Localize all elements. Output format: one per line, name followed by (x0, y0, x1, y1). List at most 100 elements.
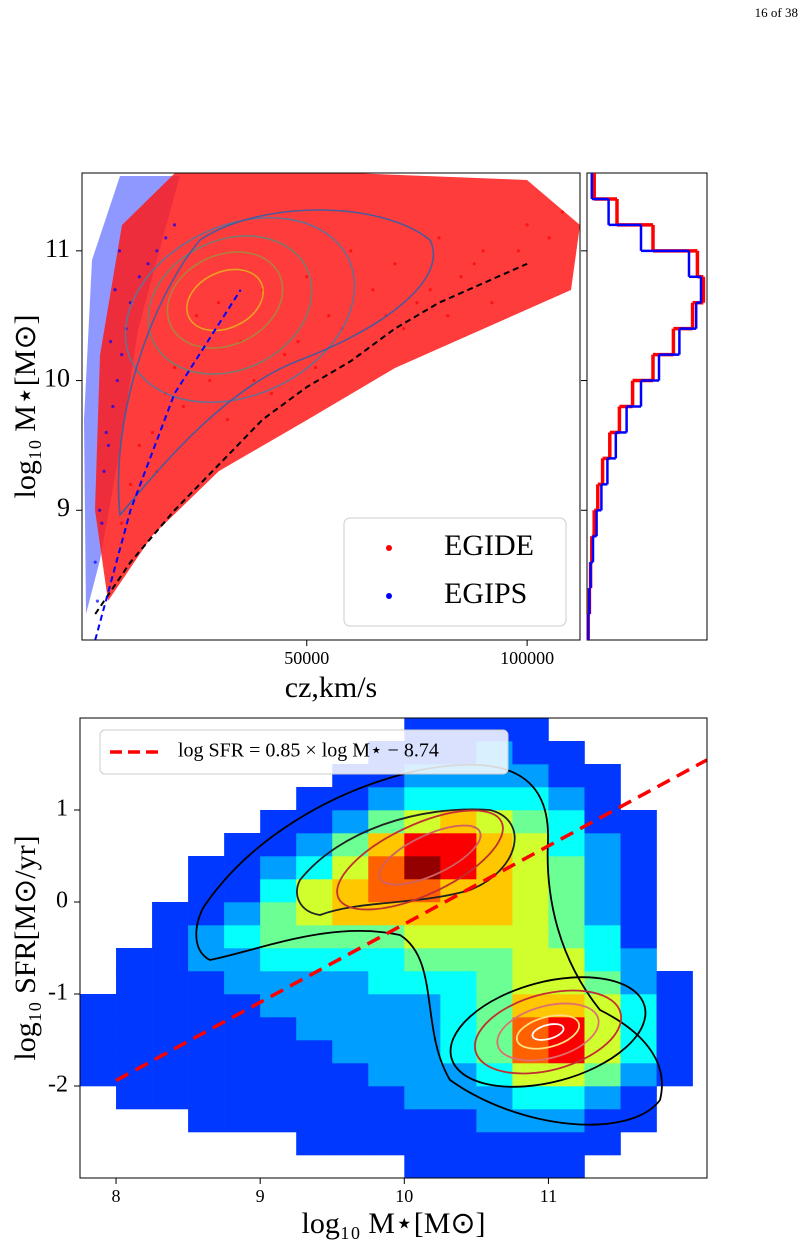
cell (620, 833, 657, 857)
cell (476, 856, 513, 880)
cell (224, 1017, 261, 1041)
line (94, 262, 528, 615)
cell (224, 856, 261, 880)
cell (260, 787, 296, 810)
page-number: 16 of 38 (755, 5, 798, 20)
cell (404, 1132, 441, 1156)
cell (332, 1132, 369, 1156)
cell (512, 718, 549, 742)
cell (188, 1109, 225, 1133)
cell (584, 971, 621, 995)
x-tick-label: 100000 (500, 648, 554, 668)
cell (476, 787, 513, 811)
cell (368, 810, 405, 834)
cell (620, 856, 657, 880)
cell (620, 925, 657, 949)
cell (440, 1132, 477, 1156)
point (371, 288, 375, 292)
cell (152, 1109, 188, 1132)
x-tick-label: 8 (112, 1186, 121, 1206)
contour (166, 251, 284, 349)
point (164, 236, 168, 240)
cell (152, 879, 188, 902)
cell (116, 1155, 152, 1178)
x-tick-label: 11 (540, 1186, 557, 1206)
cell (80, 1040, 117, 1064)
egide-cloud (95, 173, 580, 601)
cell (260, 948, 297, 972)
legend-label: log SFR = 0.85 × log M⋆ − 8.74 (178, 740, 439, 762)
cell (80, 787, 116, 810)
cell (621, 741, 657, 764)
cell (548, 902, 585, 926)
cell (404, 856, 441, 880)
plot-frame (81, 172, 581, 641)
point (113, 288, 117, 292)
cell (404, 948, 441, 972)
cell (620, 948, 657, 972)
cell (116, 1109, 152, 1132)
cell (620, 1109, 657, 1133)
cell (368, 1086, 405, 1110)
cell (332, 971, 369, 995)
cell (332, 833, 369, 857)
cell (476, 948, 513, 972)
cell (296, 879, 333, 903)
cell (80, 1017, 117, 1041)
y-tick-label: 1 (56, 796, 68, 822)
point (283, 353, 287, 357)
cell (332, 1063, 369, 1087)
cell (512, 1155, 549, 1178)
density-cloud (84, 173, 580, 614)
cell (476, 971, 513, 995)
cell (224, 1132, 260, 1155)
cell (224, 1086, 261, 1110)
legend-box (343, 517, 567, 627)
point (172, 223, 177, 227)
cell (80, 994, 117, 1018)
cell (621, 1155, 657, 1178)
point (104, 430, 108, 435)
cell (116, 1040, 153, 1064)
contour (515, 1014, 581, 1050)
point (437, 236, 441, 240)
contour (378, 824, 482, 886)
point (296, 340, 300, 344)
cell (620, 971, 657, 995)
cell (584, 925, 621, 949)
cell (368, 833, 405, 857)
cell (152, 1017, 189, 1041)
point (150, 430, 155, 435)
cell (512, 925, 549, 949)
point (93, 560, 97, 564)
cell (404, 1109, 441, 1133)
cell (332, 902, 369, 926)
cell (152, 994, 189, 1018)
cell (512, 1132, 549, 1156)
y-tick-label: 10 (44, 364, 70, 393)
cell (476, 1109, 513, 1133)
cell (116, 1017, 153, 1041)
cell (332, 1109, 369, 1133)
cell (368, 971, 405, 995)
legend-box (99, 729, 509, 775)
cell (224, 1109, 261, 1133)
cell (512, 810, 549, 834)
point (252, 378, 256, 383)
cell (368, 1063, 405, 1087)
cell (548, 787, 585, 811)
cell (476, 902, 513, 926)
cell (368, 1017, 405, 1041)
cell (224, 810, 260, 833)
cell (404, 1063, 441, 1087)
hist-frame (586, 172, 708, 641)
cell (224, 925, 261, 949)
cell (656, 1017, 693, 1041)
legend-label: EGIDE (444, 529, 534, 562)
cell (152, 1086, 189, 1110)
cell (260, 994, 297, 1018)
cell (584, 948, 621, 972)
cell (476, 1155, 513, 1178)
cell (224, 1040, 261, 1064)
